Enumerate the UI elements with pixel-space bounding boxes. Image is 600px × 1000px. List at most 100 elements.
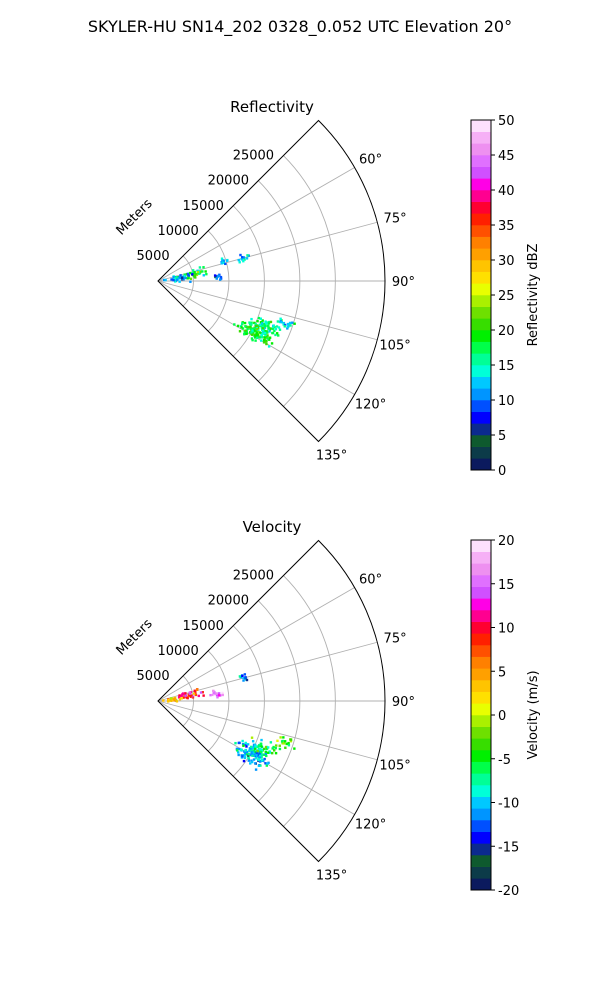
colorbar-tick-label: 0: [498, 464, 506, 479]
radar-gate-point: [264, 340, 268, 343]
radar-gate-point: [284, 746, 287, 749]
colorbar-band: [471, 143, 491, 156]
radar-gate-point: [248, 321, 251, 324]
radar-gate-point: [262, 759, 265, 762]
radar-gate-point: [198, 270, 201, 273]
radar-gate-point: [213, 690, 216, 694]
radar-gate-point: [262, 324, 265, 328]
radar-gate-point: [272, 324, 275, 327]
colorbar-band: [471, 166, 491, 179]
radar-gate-point: [266, 746, 270, 749]
radar-gate-point: [251, 740, 255, 743]
radar-gate-point: [205, 272, 208, 276]
radar-gate-point: [242, 676, 245, 679]
radar-gate-point: [282, 323, 285, 326]
colorbar-band: [471, 540, 491, 552]
radar-gate-point: [269, 741, 273, 744]
radar-gate-point: [287, 325, 290, 328]
colorbar-tick-label: 35: [498, 219, 515, 234]
colorbar-band: [471, 353, 491, 366]
radar-gate-point: [244, 752, 247, 756]
radar-gate-point: [253, 326, 256, 330]
radar-gate-point: [215, 693, 219, 697]
radar-gate-point: [240, 326, 243, 329]
radar-gate-point: [172, 276, 175, 279]
radar-gate-point: [193, 274, 196, 277]
radar-gate-point: [242, 256, 246, 259]
radial-tick-label: 5000: [137, 249, 170, 264]
radar-gate-point: [254, 334, 257, 338]
radar-gate-point: [283, 740, 287, 743]
radar-gate-point: [237, 753, 240, 757]
radar-gate-point: [268, 338, 271, 341]
radar-gate-point: [221, 691, 224, 695]
radar-gate-point: [258, 331, 261, 334]
radar-gate-point: [265, 342, 268, 346]
colorbar-label: Reflectivity dBZ: [526, 244, 541, 347]
radar-gate-point: [194, 276, 197, 279]
colorbar-tick-label: 5: [498, 665, 506, 680]
radar-gate-point: [250, 331, 253, 334]
radar-gate-point: [243, 333, 246, 336]
azimuth-gridline: [157, 587, 355, 702]
radar-gate-point: [257, 316, 261, 320]
colorbar-band: [471, 726, 491, 739]
radar-gate-point: [175, 700, 179, 703]
radar-gate-point: [255, 336, 259, 340]
radar-gate-point: [276, 739, 279, 743]
radar-gate-point: [176, 275, 179, 279]
radar-gate-point: [220, 262, 223, 265]
radar-gate-point: [243, 673, 247, 676]
radar-gate-point: [250, 321, 253, 324]
radar-gate-point: [271, 327, 274, 331]
radar-gate-point: [253, 749, 256, 752]
radar-gate-point: [245, 325, 248, 329]
radar-gate-point: [250, 760, 254, 764]
colorbar-tick-label: 10: [498, 622, 515, 637]
radar-gate-point: [221, 693, 224, 697]
radar-gate-point: [178, 698, 182, 701]
radar-gate-point: [259, 321, 263, 324]
radar-gate-point: [184, 692, 187, 695]
radar-gate-point: [272, 745, 275, 749]
radar-gate-point: [277, 334, 280, 337]
radar-gate-point: [251, 754, 254, 757]
radar-gate-point: [254, 745, 257, 748]
radar-gate-point: [247, 754, 250, 757]
colorbar-band: [471, 411, 491, 424]
radar-gate-point: [252, 333, 255, 336]
radar-gate-point: [245, 752, 249, 756]
radar-gate-point: [265, 754, 268, 758]
radar-gate-point: [263, 329, 266, 333]
velocity-colorbar: -20 -15 -10 -5 0 5 10 15 20 Velocity (m/s): [470, 534, 541, 899]
radar-gate-point: [286, 322, 290, 326]
radar-gate-point: [258, 755, 262, 759]
radar-gate-point: [184, 694, 187, 697]
radar-gate-point: [250, 750, 254, 753]
radar-gate-point: [175, 278, 179, 281]
radar-gate-point: [249, 747, 252, 750]
radar-gate-point: [220, 257, 224, 260]
radar-gate-point: [288, 323, 291, 326]
radar-gate-point: [260, 738, 263, 742]
radar-gate-point: [170, 278, 173, 281]
radial-tick-label: 25000: [233, 569, 274, 584]
radar-gate-point: [183, 273, 186, 276]
radar-gate-point: [216, 696, 219, 699]
radar-gate-point: [255, 745, 259, 749]
colorbar-band: [471, 330, 491, 342]
colorbar-band: [471, 551, 491, 564]
radar-gate-point: [256, 324, 260, 328]
radar-gate-point: [183, 275, 186, 278]
radar-gate-point: [217, 692, 221, 695]
radar-gate-point: [216, 275, 220, 278]
radar-gate-point: [209, 693, 212, 697]
radar-gate-point: [214, 275, 217, 279]
colorbar-band: [471, 773, 491, 786]
radar-gate-point: [271, 747, 274, 750]
radar-gate-point: [255, 328, 259, 331]
radar-gate-point: [192, 692, 196, 695]
radar-gate-point: [166, 700, 170, 703]
radar-gate-point: [215, 277, 218, 280]
colorbar-band: [471, 703, 491, 716]
